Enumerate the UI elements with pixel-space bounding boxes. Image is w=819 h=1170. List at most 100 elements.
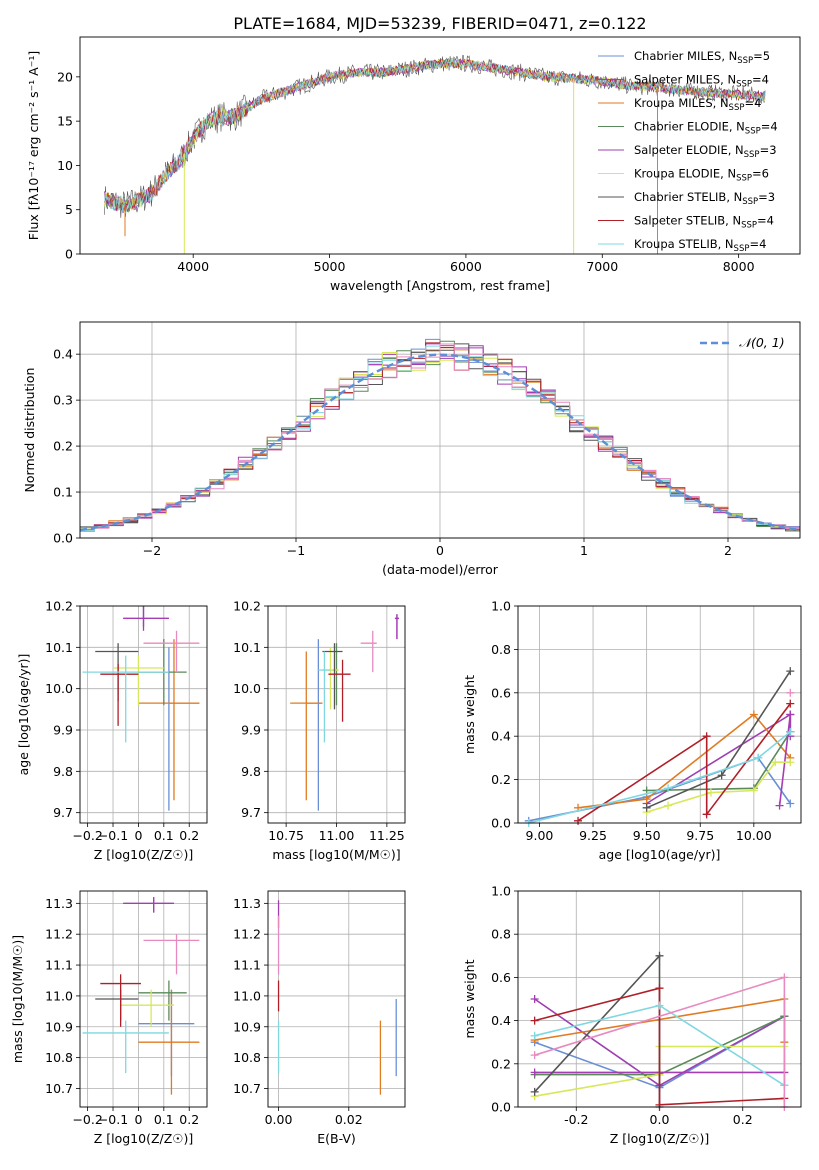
y-tick-label: 0.0 xyxy=(491,1100,511,1115)
legend-entry: Kroupa STELIB, NSSP=4 xyxy=(634,237,766,254)
x-tick-label: −0.1 xyxy=(98,828,128,843)
line-marker xyxy=(642,803,651,812)
y-tick-label: 5 xyxy=(65,202,73,217)
x-tick-label: 11.25 xyxy=(369,828,405,843)
y-tick-label: 9.8 xyxy=(241,764,261,779)
x-tick-label: 2 xyxy=(724,543,732,558)
line-marker xyxy=(749,786,758,795)
legend-entry: Kroupa MILES, NSSP=4 xyxy=(634,96,761,113)
line-marker xyxy=(664,784,673,793)
line-marker xyxy=(786,799,795,808)
y-tick-label: 0.6 xyxy=(491,970,511,985)
y-axis-label: mass [log10(M/M☉)] xyxy=(10,935,25,1063)
x-tick-label: 0 xyxy=(436,543,444,558)
x-tick-label: 4000 xyxy=(177,259,209,274)
y-tick-label: 10.1 xyxy=(233,640,261,655)
y-tick-label: 0.2 xyxy=(491,1056,511,1071)
line-marker xyxy=(664,801,673,810)
x-tick-label: 0 xyxy=(134,828,142,843)
line-marker xyxy=(717,771,726,780)
x-tick-label: 10.00 xyxy=(736,828,772,843)
figure-title: PLATE=1684, MJD=53239, FIBERID=0471, z=0… xyxy=(233,14,646,33)
legend-entry: Salpeter ELODIE, NSSP=3 xyxy=(634,143,777,160)
line-series-4 xyxy=(778,714,792,806)
panel-mass_vs_Z: −0.2−0.1 0 0.1 0.2 10.7 10.8 10.9 11.0 11.1 11.2 1… xyxy=(10,890,208,1146)
axes-frame xyxy=(79,890,208,1108)
axes-frame xyxy=(517,890,802,1108)
line-marker xyxy=(786,688,795,697)
panel-age_vs_mass: 10.75 11.00 11.25 9.7 9.8 9.9 10.0 10.1 10.2 mass… xyxy=(233,599,406,862)
line-marker xyxy=(780,973,789,982)
line-marker xyxy=(786,667,795,676)
y-axis-label: Normed distribution xyxy=(22,368,37,493)
legend-entry: 𝒩(0, 1) xyxy=(739,335,785,350)
y-tick-label: 11.1 xyxy=(45,958,73,973)
x-tick-label: 0.0 xyxy=(650,1112,670,1127)
legend-entry: Salpeter MILES, NSSP=4 xyxy=(634,73,769,90)
line-marker xyxy=(786,710,795,719)
y-tick-label: 15 xyxy=(57,114,73,129)
y-tick-label: 9.7 xyxy=(241,805,261,820)
line-marker xyxy=(655,951,664,960)
axes-frame xyxy=(79,36,801,255)
axes-frame xyxy=(79,321,801,539)
x-tick-label: 8000 xyxy=(723,259,755,274)
line-marker xyxy=(771,758,780,767)
x-tick-label: 9.00 xyxy=(526,828,554,843)
y-tick-label: 0.6 xyxy=(491,685,511,700)
residual-histogram-9 xyxy=(80,343,800,530)
line-marker xyxy=(749,710,758,719)
x-tick-label: 6000 xyxy=(450,259,482,274)
line-marker xyxy=(775,801,784,810)
x-tick-label: 9.25 xyxy=(579,828,607,843)
line-marker xyxy=(530,1068,539,1077)
line-marker xyxy=(786,699,795,708)
panel-mass_vs_EBV: 0.00 0.02 10.7 10.8 10.9 11.0 11.1 11.2 11.3 E(B-… xyxy=(233,890,406,1146)
y-tick-label: 10.0 xyxy=(233,681,261,696)
legend-entry: Kroupa ELODIE, NSSP=6 xyxy=(634,167,769,184)
line-marker xyxy=(530,1031,539,1040)
x-axis-label: mass [log10(M/M☉)] xyxy=(272,847,400,862)
line-marker xyxy=(754,753,763,762)
y-tick-label: 0.4 xyxy=(53,347,73,362)
line-marker xyxy=(530,995,539,1003)
x-axis-label: E(B-V) xyxy=(317,1131,356,1146)
x-tick-label: −2 xyxy=(143,543,161,558)
y-axis-label: mass weight xyxy=(462,675,477,754)
x-tick-label: −0.1 xyxy=(98,1112,128,1127)
x-tick-label: 7000 xyxy=(586,259,618,274)
x-tick-label: 5000 xyxy=(314,259,346,274)
y-tick-label: 11.3 xyxy=(233,896,261,911)
y-axis-label: Flux [fλ10⁻¹⁷ erg cm⁻² s⁻¹ A⁻¹] xyxy=(26,51,41,240)
panel-spectrum: 4000 5000 6000 7000 8000 0 5 10 15 20 wavelength [… xyxy=(26,36,801,293)
y-tick-label: 10.0 xyxy=(45,681,73,696)
legend-entry: Chabrier STELIB, NSSP=3 xyxy=(634,190,775,207)
y-tick-label: 0.4 xyxy=(491,1013,511,1028)
y-tick-label: 10.2 xyxy=(45,599,73,614)
y-tick-label: 0.0 xyxy=(491,816,511,831)
line-marker xyxy=(786,758,795,767)
x-tick-label: 0.1 xyxy=(154,1112,174,1127)
axes-frame xyxy=(267,605,406,824)
y-tick-label: 10.1 xyxy=(45,640,73,655)
y-tick-label: 9.9 xyxy=(241,723,261,738)
x-axis-label: wavelength [Angstrom, rest frame] xyxy=(330,278,550,293)
y-tick-label: 1.0 xyxy=(491,599,511,614)
x-tick-label: -0.2 xyxy=(564,1112,588,1127)
y-tick-label: 0.8 xyxy=(491,642,511,657)
y-tick-label: 10.7 xyxy=(45,1081,73,1096)
panel-age_vs_Z: −0.2−0.1 0 0.1 0.2 9.7 9.8 9.9 10.0 10.1 10.2 Z [l… xyxy=(16,599,208,862)
y-tick-label: 9.8 xyxy=(53,764,73,779)
line-marker xyxy=(574,816,583,825)
line-series-8 xyxy=(528,731,791,824)
legend-entry: Chabrier MILES, NSSP=5 xyxy=(634,49,770,66)
line-marker xyxy=(706,788,715,797)
y-tick-label: 0.8 xyxy=(491,927,511,942)
normal-curve xyxy=(79,353,801,532)
y-tick-label: 20 xyxy=(57,69,73,84)
x-tick-label: 11.00 xyxy=(319,828,355,843)
y-tick-label: 10.9 xyxy=(45,1019,73,1034)
x-axis-label: Z [log10(Z/Z☉)] xyxy=(94,1131,194,1146)
